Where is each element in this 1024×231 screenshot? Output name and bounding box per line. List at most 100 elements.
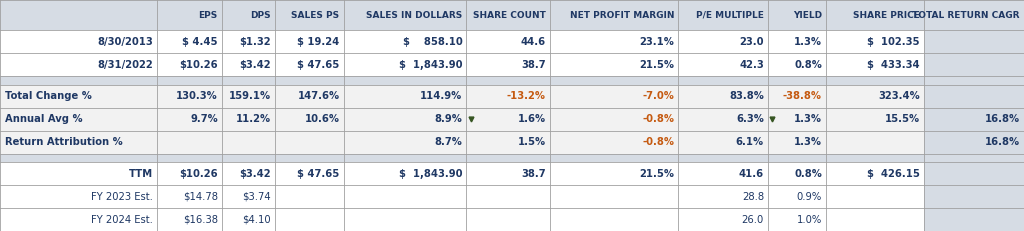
Text: $  426.15: $ 426.15: [867, 169, 920, 179]
Text: $  102.35: $ 102.35: [867, 36, 920, 47]
Text: $ 4.45: $ 4.45: [182, 36, 218, 47]
Text: 0.8%: 0.8%: [794, 60, 822, 70]
Text: 130.3%: 130.3%: [176, 91, 218, 101]
Text: 23.1%: 23.1%: [639, 36, 674, 47]
Bar: [0, 76, 924, 85]
Text: $ 47.65: $ 47.65: [297, 169, 340, 179]
Bar: [924, 131, 1024, 154]
Text: $ 19.24: $ 19.24: [297, 36, 340, 47]
Text: $10.26: $10.26: [179, 169, 218, 179]
Text: 44.6: 44.6: [520, 36, 546, 47]
Text: 41.6: 41.6: [738, 169, 764, 179]
Text: 8.7%: 8.7%: [434, 137, 463, 147]
Text: 23.0: 23.0: [739, 36, 764, 47]
Bar: [0, 85, 924, 108]
Text: 16.8%: 16.8%: [985, 114, 1020, 124]
Bar: [0, 131, 924, 154]
Text: 323.4%: 323.4%: [878, 91, 920, 101]
Text: $3.42: $3.42: [240, 60, 271, 70]
Text: 38.7: 38.7: [521, 169, 546, 179]
Text: 15.5%: 15.5%: [885, 114, 920, 124]
Text: 8.9%: 8.9%: [434, 114, 463, 124]
Text: FY 2024 Est.: FY 2024 Est.: [91, 215, 153, 225]
Text: $3.42: $3.42: [240, 169, 271, 179]
Bar: [924, 53, 1024, 76]
Text: 26.0: 26.0: [741, 215, 764, 225]
Text: -13.2%: -13.2%: [507, 91, 546, 101]
Text: $  1,843.90: $ 1,843.90: [399, 60, 463, 70]
Text: -7.0%: -7.0%: [642, 91, 674, 101]
Text: FY 2023 Est.: FY 2023 Est.: [91, 191, 153, 202]
Bar: [924, 208, 1024, 231]
Bar: [0, 108, 924, 131]
Text: 1.3%: 1.3%: [794, 36, 822, 47]
Text: SHARE COUNT: SHARE COUNT: [472, 11, 546, 20]
Text: 38.7: 38.7: [521, 60, 546, 70]
Bar: [0, 53, 924, 76]
Text: 42.3: 42.3: [739, 60, 764, 70]
Bar: [0, 162, 924, 185]
Text: 0.9%: 0.9%: [797, 191, 822, 202]
Text: 6.3%: 6.3%: [736, 114, 764, 124]
Bar: [924, 185, 1024, 208]
Text: 10.6%: 10.6%: [304, 114, 340, 124]
Text: 28.8: 28.8: [741, 191, 764, 202]
Text: -38.8%: -38.8%: [783, 91, 822, 101]
Text: 1.6%: 1.6%: [517, 114, 546, 124]
Bar: [0, 0, 924, 30]
Text: P/E MULTIPLE: P/E MULTIPLE: [696, 11, 764, 20]
Text: $ 47.65: $ 47.65: [297, 60, 340, 70]
Text: $  433.34: $ 433.34: [867, 60, 920, 70]
Text: 6.1%: 6.1%: [736, 137, 764, 147]
Text: 21.5%: 21.5%: [639, 60, 674, 70]
Text: 1.3%: 1.3%: [794, 137, 822, 147]
Bar: [924, 162, 1024, 185]
Text: $10.26: $10.26: [179, 60, 218, 70]
Bar: [0, 208, 924, 231]
Text: $16.38: $16.38: [182, 215, 218, 225]
Text: $4.10: $4.10: [243, 215, 271, 225]
Text: SALES IN DOLLARS: SALES IN DOLLARS: [367, 11, 463, 20]
Text: 11.2%: 11.2%: [237, 114, 271, 124]
Text: SALES PS: SALES PS: [292, 11, 340, 20]
Text: 1.0%: 1.0%: [797, 215, 822, 225]
Text: Return Attribution %: Return Attribution %: [5, 137, 123, 147]
Bar: [924, 76, 1024, 85]
Text: 83.8%: 83.8%: [729, 91, 764, 101]
Text: 0.8%: 0.8%: [794, 169, 822, 179]
Text: 21.5%: 21.5%: [639, 169, 674, 179]
Text: $  1,843.90: $ 1,843.90: [399, 169, 463, 179]
Bar: [924, 108, 1024, 131]
Text: 147.6%: 147.6%: [297, 91, 340, 101]
Text: 9.7%: 9.7%: [190, 114, 218, 124]
Text: -0.8%: -0.8%: [642, 137, 674, 147]
Bar: [924, 30, 1024, 53]
Text: 8/30/2013: 8/30/2013: [97, 36, 153, 47]
Text: YIELD: YIELD: [793, 11, 822, 20]
Text: NET PROFIT MARGIN: NET PROFIT MARGIN: [569, 11, 674, 20]
Text: EPS: EPS: [199, 11, 218, 20]
Text: 1.5%: 1.5%: [517, 137, 546, 147]
Text: Total Change %: Total Change %: [5, 91, 92, 101]
Bar: [924, 0, 1024, 30]
Bar: [924, 154, 1024, 162]
Bar: [0, 185, 924, 208]
Text: $1.32: $1.32: [240, 36, 271, 47]
Text: 8/31/2022: 8/31/2022: [97, 60, 153, 70]
Text: -0.8%: -0.8%: [642, 114, 674, 124]
Text: $    858.10: $ 858.10: [402, 36, 463, 47]
Text: TOTAL RETURN CAGR: TOTAL RETURN CAGR: [912, 11, 1020, 20]
Text: 114.9%: 114.9%: [420, 91, 463, 101]
Text: 1.3%: 1.3%: [794, 114, 822, 124]
Text: $14.78: $14.78: [182, 191, 218, 202]
Text: Annual Avg %: Annual Avg %: [5, 114, 83, 124]
Text: $3.74: $3.74: [243, 191, 271, 202]
Text: 159.1%: 159.1%: [229, 91, 271, 101]
Text: TTM: TTM: [129, 169, 153, 179]
Bar: [0, 154, 924, 162]
Text: DPS: DPS: [251, 11, 271, 20]
Text: SHARE PRICE: SHARE PRICE: [853, 11, 920, 20]
Text: 16.8%: 16.8%: [985, 137, 1020, 147]
Bar: [924, 85, 1024, 108]
Bar: [0, 30, 924, 53]
